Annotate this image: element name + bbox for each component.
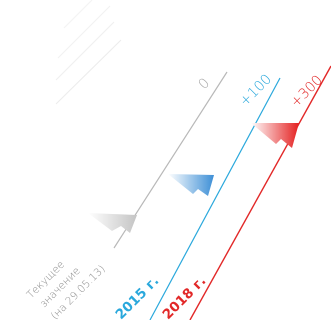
baseline-current — [88, 71, 228, 249]
marker-2018 — [251, 123, 299, 148]
tick-label-plus300: +300 — [288, 72, 327, 111]
year-label-2018: 2018 г. — [160, 273, 210, 320]
year-label-2015: 2015 г. — [113, 273, 163, 320]
tick-label-plus100: +100 — [237, 71, 276, 110]
line-2015 — [149, 77, 281, 320]
decorative-lines — [55, 0, 122, 105]
line-2018 — [189, 65, 331, 320]
current-marker — [88, 213, 137, 233]
tick-label-zero: 0 — [196, 75, 214, 93]
current-value-caption: Текущее значение (на 29.05.13) — [25, 259, 108, 320]
marker-2015 — [168, 174, 214, 196]
